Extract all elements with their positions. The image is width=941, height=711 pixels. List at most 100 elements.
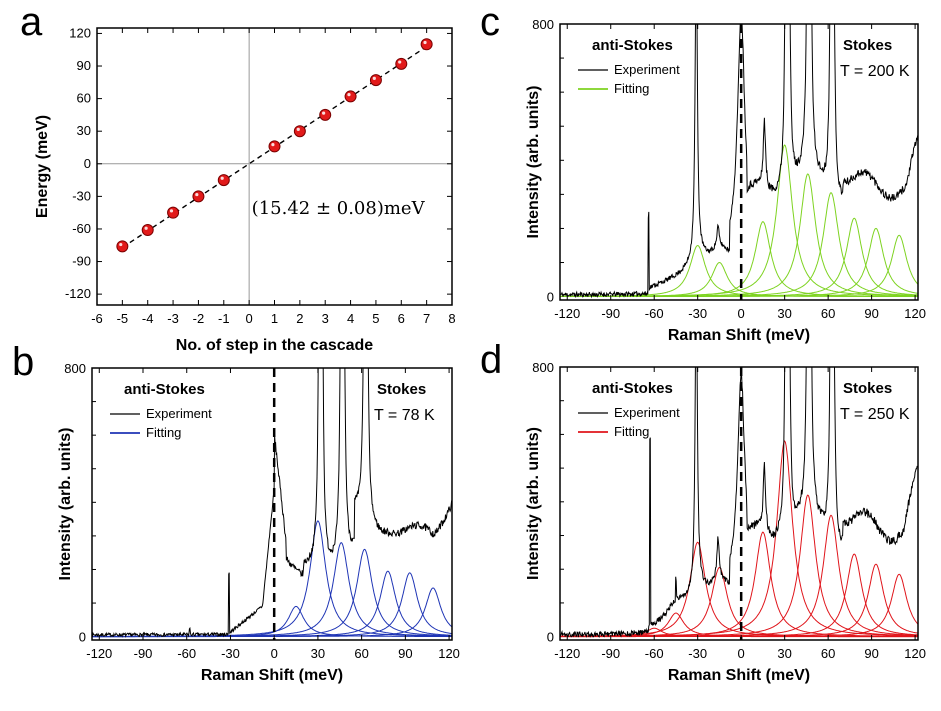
legend-label-fitting: Fitting: [614, 424, 649, 439]
data-point: [369, 74, 382, 87]
x-tick-label: 90: [864, 306, 878, 321]
data-point-highlight: [372, 76, 376, 80]
x-tick-label: 0: [271, 646, 278, 661]
plot-area: [92, 368, 452, 639]
stokes-label: Stokes: [843, 37, 892, 54]
x-tick-label: -1: [218, 311, 230, 326]
fit-peak-curve: [92, 541, 452, 637]
x-tick-label: 60: [354, 646, 368, 661]
x-tick-label: -60: [177, 646, 196, 661]
x-tick-label: 2: [296, 311, 303, 326]
panel-letter: b: [12, 340, 34, 384]
x-tick-label: 120: [904, 306, 926, 321]
legend-label-fitting: Fitting: [614, 81, 649, 96]
panel-b: b -120 -90 -60 -30 0 30 60 90 120 0 800 anti-Stokes S…: [12, 340, 460, 684]
y-tick-label: 0: [79, 630, 86, 645]
anti-stokes-label: anti-Stokes: [592, 37, 673, 54]
legend-label-experiment: Experiment: [614, 405, 680, 420]
experiment-curve: [560, 24, 918, 299]
x-tick-label: -120: [554, 646, 580, 661]
stokes-label: Stokes: [843, 380, 892, 397]
data-point: [344, 90, 357, 103]
temperature-label: T = 200 K: [840, 63, 910, 80]
fit-annotation: (15.42 ± 0.08)meV: [252, 198, 426, 219]
data-point-highlight: [271, 143, 275, 147]
plot-frame: [559, 366, 919, 641]
fit-peak-curve: [560, 531, 918, 637]
data-point-highlight: [398, 60, 402, 64]
y-axis-label: Intensity (arb. units): [57, 428, 74, 581]
fit-peak-curve: [92, 548, 452, 637]
panel-d: d -120 -90 -60 -30 0 30 60 90 120 0 800 anti-Stokes S…: [480, 338, 926, 684]
data-point-highlight: [423, 40, 427, 45]
data-point: [116, 240, 129, 253]
x-tick-label: 1: [271, 311, 278, 326]
x-tick-label: -30: [221, 646, 240, 661]
temperature-label: T = 78 K: [374, 407, 435, 424]
x-tick-label: -90: [601, 646, 620, 661]
data-point: [319, 108, 332, 121]
data-point-highlight: [144, 226, 148, 230]
x-tick-label: 0: [738, 646, 745, 661]
data-point: [420, 38, 433, 51]
fit-peak-curve: [92, 520, 452, 637]
data-point-highlight: [347, 93, 351, 97]
anti-stokes-label: anti-Stokes: [592, 380, 673, 397]
y-tick-label: 800: [532, 17, 554, 32]
data-point: [217, 174, 230, 187]
x-tick-label: -30: [688, 306, 707, 321]
x-tick-label: -5: [117, 311, 129, 326]
fit-peak-curve: [92, 570, 452, 638]
x-tick-label: -90: [134, 646, 153, 661]
fit-peak-curve: [560, 261, 918, 297]
x-tick-label: 0: [738, 306, 745, 321]
x-tick-label: 8: [448, 311, 455, 326]
y-tick-label: -120: [65, 286, 91, 301]
x-tick-label: 30: [777, 306, 791, 321]
fit-peak-curve: [560, 144, 918, 297]
data-point: [167, 206, 180, 219]
x-tick-label: -30: [688, 646, 707, 661]
data-point: [293, 125, 306, 138]
x-tick-label: 30: [777, 646, 791, 661]
legend-label-experiment: Experiment: [146, 406, 212, 421]
temperature-label: T = 250 K: [840, 406, 910, 423]
x-tick-label: 120: [904, 646, 926, 661]
x-tick-label: -120: [86, 646, 112, 661]
fit-peak-curve: [560, 514, 918, 637]
x-tick-label: -60: [645, 306, 664, 321]
y-tick-label: 120: [69, 25, 91, 40]
y-tick-label: -60: [72, 221, 91, 236]
x-tick-label: 60: [821, 646, 835, 661]
x-axis-label: Raman Shift (meV): [668, 667, 810, 684]
data-point-highlight: [296, 127, 300, 131]
plot-frame: [559, 23, 919, 301]
panel-a: a -6 -5 -4 -3 -2 -1 0 1 2 3 4 5 6 7 8 -120 -90 -60 -30 0 30 60…: [20, 0, 456, 354]
data-point-highlight: [195, 192, 199, 197]
y-tick-label: 30: [77, 123, 91, 138]
x-tick-label: 90: [398, 646, 412, 661]
panel-letter: a: [20, 0, 43, 44]
y-axis-label: Energy (meV): [34, 115, 51, 218]
fit-peak-curve: [560, 566, 918, 637]
x-tick-label: -6: [91, 311, 103, 326]
y-tick-label: 800: [64, 361, 86, 376]
fit-peak-curve: [560, 234, 918, 297]
x-tick-label: 6: [398, 311, 405, 326]
stokes-label: Stokes: [377, 381, 426, 398]
legend-label-experiment: Experiment: [614, 62, 680, 77]
plot-frame: [96, 27, 453, 306]
data-point: [268, 140, 281, 153]
data-point-highlight: [119, 242, 123, 247]
plot-area: [560, 24, 918, 299]
data-point: [192, 190, 205, 203]
x-tick-label: 60: [821, 306, 835, 321]
panel-c: c -120 -90 -60 -30 0 30 60 90 120 0 800 anti-Stokes S…: [480, 0, 926, 344]
experiment-curve: [92, 368, 452, 639]
x-tick-label: 30: [311, 646, 325, 661]
fit-peak-curve: [560, 192, 918, 297]
fit-peak-curve: [560, 217, 918, 297]
anti-stokes-label: anti-Stokes: [124, 381, 205, 398]
data-point: [395, 57, 408, 70]
